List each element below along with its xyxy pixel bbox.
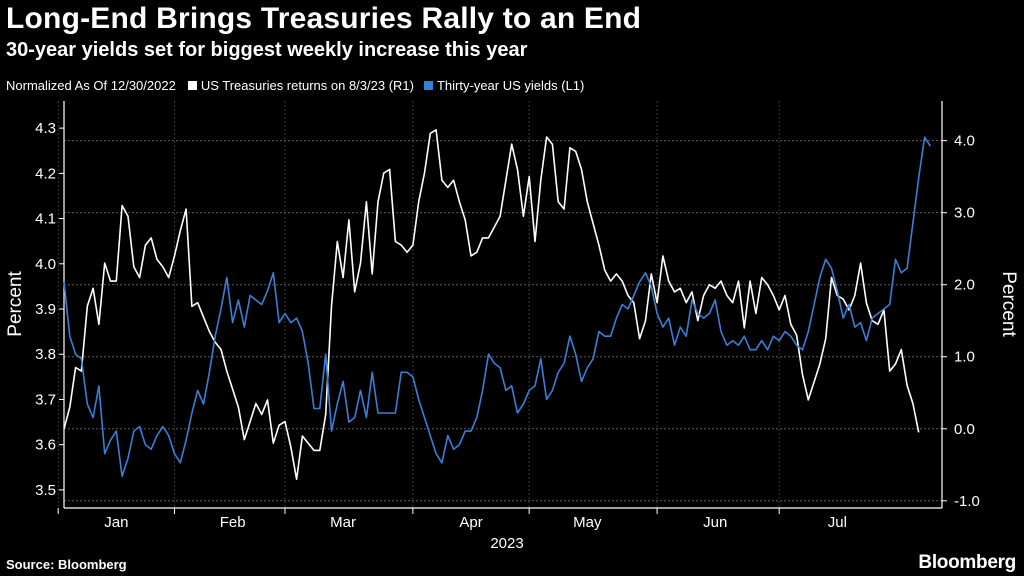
left-tick-label: 4.0 [35,256,56,273]
legend-swatch-yields [423,81,433,90]
left-tick-label: 3.5 [35,482,56,499]
legend-swatch-returns [187,81,197,90]
axes: 3.5 3.6 3.7 3.8 3.9 4.0 4.1 4.2 4.3 -1.0 0.0 1.0 2.0… [35,101,980,531]
right-tick-label: 0.0 [954,421,975,438]
right-tick-label: -1.0 [954,493,980,510]
left-tick-label: 4.1 [35,211,56,228]
left-tick-label: 3.7 [35,391,56,408]
left-tick-label: 4.2 [35,165,56,182]
right-axis-label: Percent [998,271,1019,337]
right-tick-label: 4.0 [954,133,975,150]
x-tick-label: May [573,514,602,531]
x-tick-label: Jan [104,514,128,531]
right-tick-label: 2.0 [954,277,975,294]
chart-subtitle: 30-year yields set for biggest weekly in… [6,39,528,61]
x-tick-label: Mar [330,514,356,531]
left-tick-label: 3.8 [35,346,56,363]
legend: Normalized As Of 12/30/2022 US Treasurie… [6,78,584,93]
legend-normalization-note: Normalized As Of 12/30/2022 [6,78,176,93]
series-lines [63,129,932,481]
left-tick-label: 3.9 [35,301,56,318]
legend-label-yields: Thirty-year US yields (L1) [436,78,585,93]
x-tick-label: Feb [220,514,246,531]
legend-label-returns: US Treasuries returns on 8/3/23 (R1) [200,78,414,93]
x-tick-label: Apr [459,514,482,531]
bloomberg-logo: Bloomberg [918,552,1016,573]
left-tick-label: 3.6 [35,437,56,454]
x-tick-label: Jul [828,514,847,531]
right-tick-label: 3.0 [954,205,975,222]
x-tick-label: Jun [703,514,727,531]
right-tick-label: 1.0 [954,349,975,366]
left-tick-label: 4.3 [35,120,56,137]
gridlines [57,101,942,508]
chart-title: Long-End Brings Treasuries Rally to an E… [6,2,642,35]
series-line-thirty-year-yields [63,136,932,478]
left-axis-label: Percent [5,271,26,337]
series-line-treasury-returns [63,129,920,481]
x-axis-year-label: 2023 [490,535,523,552]
source-note: Source: Bloomberg [6,557,127,572]
